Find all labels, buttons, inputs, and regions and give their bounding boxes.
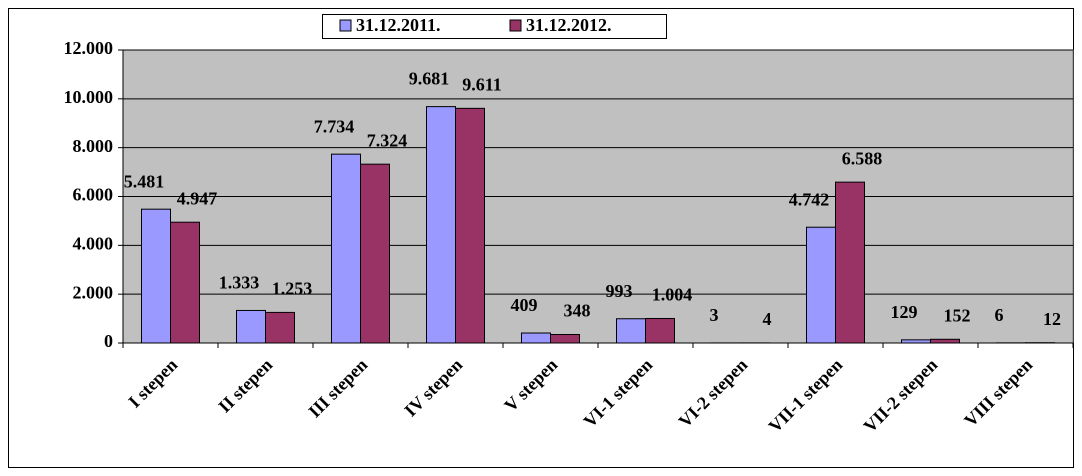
- data-label: 129: [891, 302, 918, 322]
- bar: [901, 339, 931, 344]
- data-label: 9.681: [409, 69, 450, 89]
- data-label: 4.947: [177, 188, 218, 208]
- bar: [265, 311, 295, 344]
- bar: [331, 153, 361, 344]
- bar: [360, 163, 390, 344]
- data-label: 12: [1043, 309, 1061, 329]
- legend-box: [322, 14, 667, 39]
- data-label: 7.734: [314, 116, 355, 136]
- bar: [930, 338, 960, 344]
- y-tick-label: 4.000: [73, 233, 114, 253]
- data-label: 6: [995, 305, 1004, 325]
- data-label: 993: [606, 281, 633, 301]
- legend-label: 31.12.2011.: [356, 15, 441, 35]
- legend-swatch: [509, 19, 522, 32]
- data-label: 5.481: [124, 171, 165, 191]
- y-tick-label: 0: [104, 331, 113, 351]
- data-label: 3: [710, 305, 719, 325]
- y-tick-label: 2.000: [73, 282, 114, 302]
- data-label: 348: [564, 301, 591, 321]
- data-label: 7.324: [367, 130, 408, 150]
- data-label: 409: [511, 295, 538, 315]
- data-label: 4: [763, 309, 772, 329]
- legend-label: 31.12.2012.: [526, 15, 612, 35]
- bar: [455, 107, 485, 344]
- y-tick-label: 10.000: [64, 87, 114, 107]
- y-tick-label: 6.000: [73, 185, 114, 205]
- data-label: 1.253: [272, 279, 313, 299]
- data-label: 1.333: [219, 273, 260, 293]
- bar: [645, 317, 675, 344]
- bar: [835, 181, 865, 344]
- bar: [170, 221, 200, 344]
- legend-swatch: [339, 19, 352, 32]
- data-label: 152: [944, 305, 971, 325]
- y-tick-label: 12.000: [64, 38, 114, 58]
- data-label: 1.004: [652, 285, 693, 305]
- data-label: 6.588: [842, 148, 883, 168]
- bar: [426, 106, 456, 344]
- bar: [236, 309, 266, 344]
- bar: [550, 334, 580, 344]
- bar: [806, 226, 836, 344]
- y-tick-label: 8.000: [73, 136, 114, 156]
- data-label: 9.611: [462, 74, 502, 94]
- bar: [521, 332, 551, 344]
- bar: [141, 208, 171, 344]
- bar: [616, 318, 646, 344]
- data-label: 4.742: [789, 189, 830, 209]
